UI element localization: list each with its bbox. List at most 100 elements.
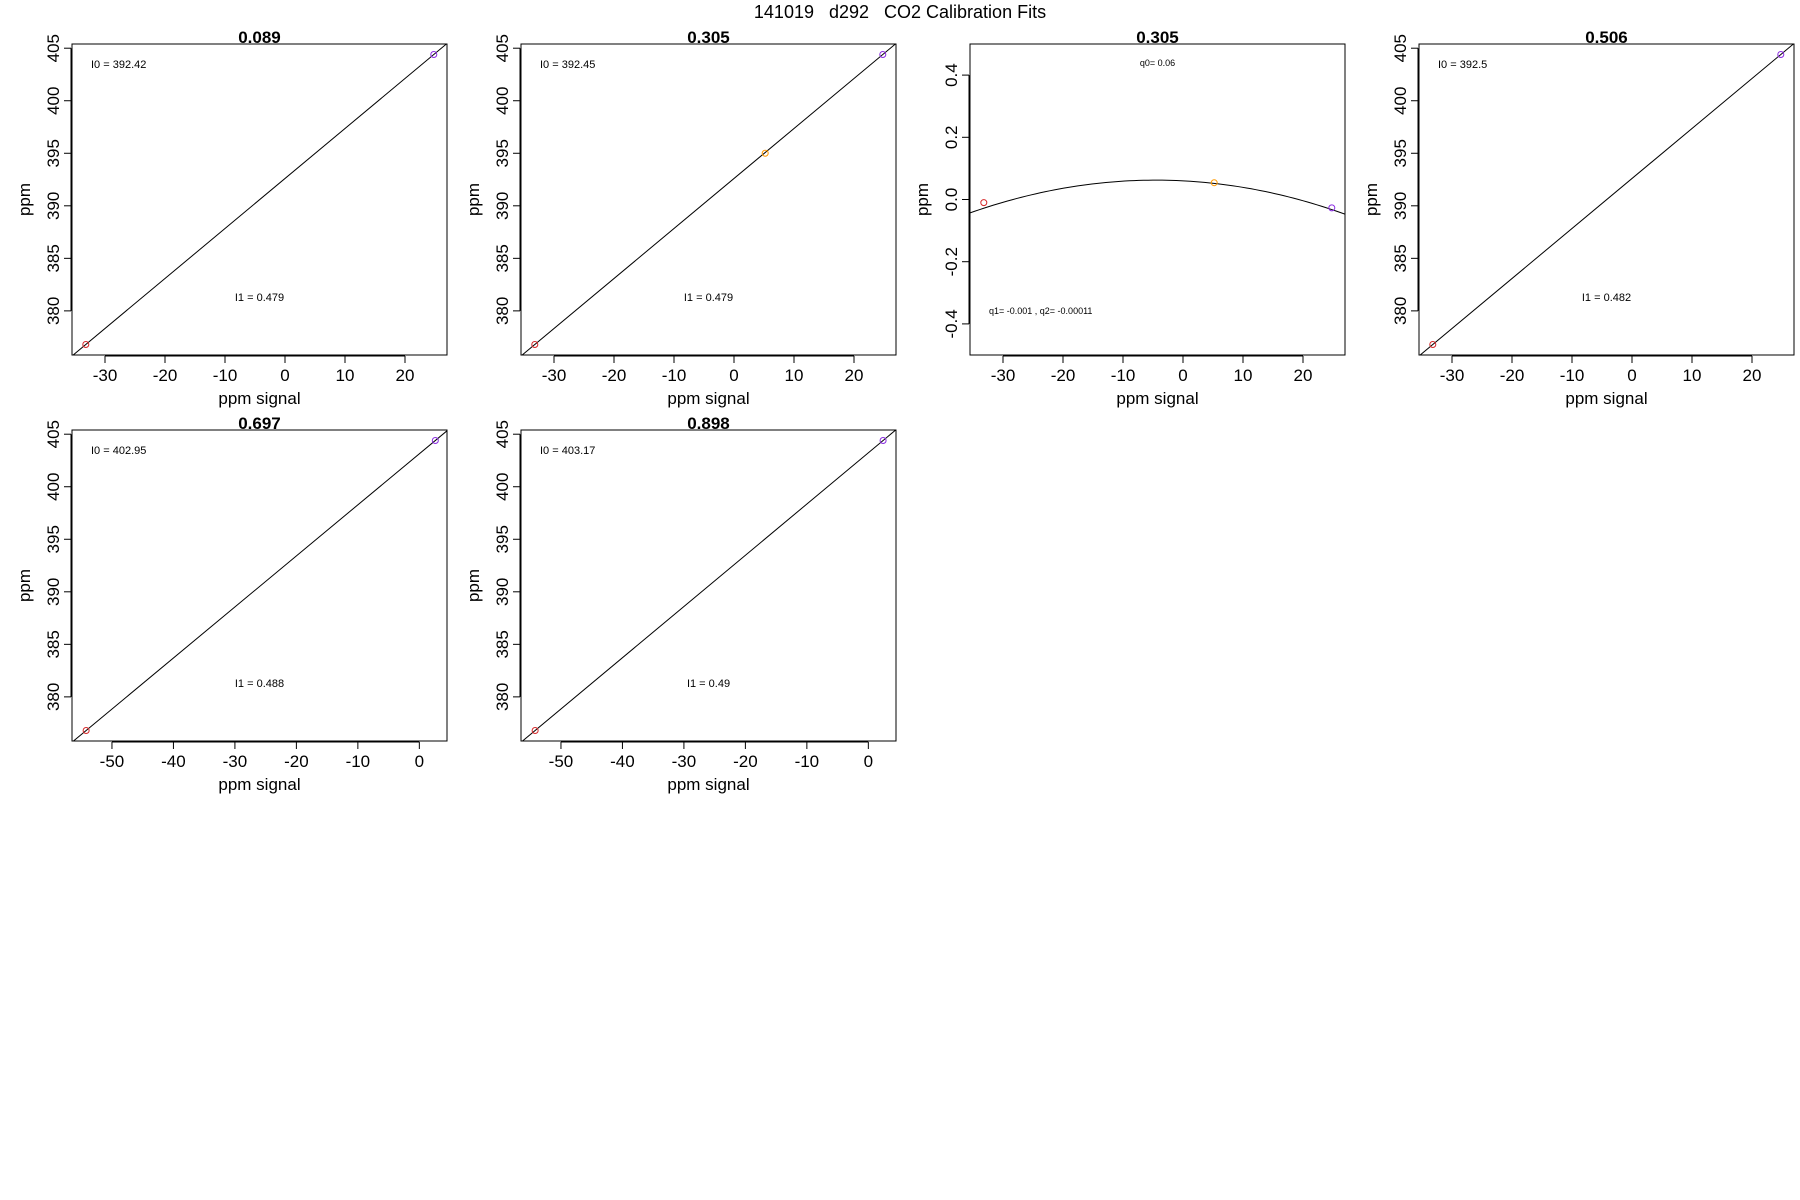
fit-annotation-top: I0 = 392.42 xyxy=(91,59,146,71)
x-axis-label: ppm signal xyxy=(667,389,749,408)
fit-annotation-top: I0 = 403.17 xyxy=(540,445,595,457)
x-axis-label: ppm signal xyxy=(1565,389,1647,408)
y-axis-label: ppm xyxy=(15,183,34,216)
y-axis-label: ppm xyxy=(1362,183,1381,216)
chart-title: 0.506 xyxy=(1585,28,1628,47)
y-tick-label: 380 xyxy=(493,297,512,325)
x-tick-label: -30 xyxy=(672,752,697,771)
x-tick-label: -10 xyxy=(213,366,238,385)
y-tick-label: 385 xyxy=(44,244,63,272)
y-tick-label: 385 xyxy=(493,244,512,272)
chart-panel-4: 0.506 -30 -20 -10 0 10 20 ppm signal 380 385 390 39… xyxy=(1362,28,1795,408)
data-point xyxy=(82,726,90,734)
y-tick-label: 395 xyxy=(44,139,63,167)
y-tick-label: -0.4 xyxy=(942,309,961,338)
y-axis-label: ppm xyxy=(464,569,483,602)
x-tick-label: -30 xyxy=(93,366,118,385)
plot-frame xyxy=(520,43,897,356)
y-tick-label: 405 xyxy=(44,420,63,448)
y-tick-label: 390 xyxy=(493,192,512,220)
y-tick-label: 400 xyxy=(493,87,512,115)
chart-panel-6: 0.898 -50 -40 -30 -20 -10 0 ppm signal 380 385 390… xyxy=(464,414,897,794)
chart-title: 0.898 xyxy=(687,414,730,433)
y-tick-label: 390 xyxy=(44,578,63,606)
fit-annotation-bottom: I1 = 0.479 xyxy=(684,292,733,304)
y-tick-label: 0.0 xyxy=(942,188,961,212)
fit-line xyxy=(970,179,1345,215)
x-tick-label: -20 xyxy=(153,366,178,385)
fit-line xyxy=(72,44,447,355)
x-tick-label: 0 xyxy=(1627,366,1636,385)
x-axis-label: ppm signal xyxy=(218,775,300,794)
y-tick-label: 0.2 xyxy=(942,125,961,149)
x-tick-label: 10 xyxy=(785,366,804,385)
x-tick-label: -20 xyxy=(602,366,627,385)
fit-line xyxy=(521,430,896,741)
y-tick-label: 400 xyxy=(493,473,512,501)
x-tick-label: -20 xyxy=(733,752,758,771)
x-tick-label: 20 xyxy=(396,366,415,385)
y-axis-label: ppm xyxy=(913,183,932,216)
fit-annotation-bottom: I1 = 0.49 xyxy=(687,678,730,690)
plot-frame xyxy=(520,429,897,742)
y-tick-label: -0.2 xyxy=(942,247,961,276)
x-tick-label: -40 xyxy=(161,752,186,771)
fit-annotation-bottom: I1 = 0.479 xyxy=(235,292,284,304)
y-tick-label: 385 xyxy=(493,630,512,658)
x-tick-label: -50 xyxy=(549,752,574,771)
data-point xyxy=(1429,340,1437,348)
data-point xyxy=(761,149,769,157)
x-tick-label: 0 xyxy=(864,752,873,771)
fit-annotation-bottom: I1 = 0.488 xyxy=(235,678,284,690)
data-point xyxy=(1328,204,1336,212)
fit-annotation-top: I0 = 392.45 xyxy=(540,59,595,71)
x-tick-label: 0 xyxy=(1178,366,1187,385)
x-tick-label: -30 xyxy=(223,752,248,771)
x-tick-label: -30 xyxy=(542,366,567,385)
x-tick-label: 0 xyxy=(280,366,289,385)
y-tick-label: 390 xyxy=(44,192,63,220)
chart-title: 0.305 xyxy=(1136,28,1179,47)
x-tick-label: -20 xyxy=(1051,366,1076,385)
chart-title: 0.089 xyxy=(238,28,281,47)
y-tick-label: 390 xyxy=(493,578,512,606)
chart-panel-1: 0.089 -30 -20 -10 0 10 20 ppm signal 380 385 390 39… xyxy=(15,28,448,408)
chart-title: 0.305 xyxy=(687,28,730,47)
y-tick-label: 395 xyxy=(493,139,512,167)
y-tick-label: 390 xyxy=(1391,192,1410,220)
x-tick-label: 10 xyxy=(336,366,355,385)
y-tick-label: 400 xyxy=(1391,87,1410,115)
fit-line xyxy=(521,44,896,355)
data-point xyxy=(980,199,988,207)
y-tick-label: 405 xyxy=(44,34,63,62)
y-axis-label: ppm xyxy=(15,569,34,602)
fit-annotation-bottom: I1 = 0.482 xyxy=(1582,292,1631,304)
data-point xyxy=(879,437,887,445)
x-tick-label: -30 xyxy=(1440,366,1465,385)
y-tick-label: 395 xyxy=(493,525,512,553)
fit-line xyxy=(72,430,447,741)
data-point xyxy=(531,726,539,734)
x-tick-label: 20 xyxy=(845,366,864,385)
y-tick-label: 380 xyxy=(1391,297,1410,325)
fit-annotation-top: I0 = 402.95 xyxy=(91,445,146,457)
data-point xyxy=(879,51,887,59)
x-axis-label: ppm signal xyxy=(667,775,749,794)
y-tick-label: 405 xyxy=(493,420,512,448)
y-tick-label: 405 xyxy=(1391,34,1410,62)
y-tick-label: 400 xyxy=(44,87,63,115)
y-tick-label: 380 xyxy=(44,683,63,711)
y-tick-label: 380 xyxy=(493,683,512,711)
data-point xyxy=(82,340,90,348)
plot-frame xyxy=(1418,43,1795,356)
x-tick-label: -20 xyxy=(284,752,309,771)
y-tick-label: 385 xyxy=(1391,244,1410,272)
chart-panel-5: 0.697 -50 -40 -30 -20 -10 0 ppm signal 380 385 390… xyxy=(15,414,448,794)
x-tick-label: -40 xyxy=(610,752,635,771)
x-tick-label: 10 xyxy=(1234,366,1253,385)
data-point xyxy=(430,51,438,59)
figure-title: 141019 d292 CO2 Calibration Fits xyxy=(753,2,1047,22)
plot-frame xyxy=(71,43,448,356)
x-tick-label: -10 xyxy=(1111,366,1136,385)
